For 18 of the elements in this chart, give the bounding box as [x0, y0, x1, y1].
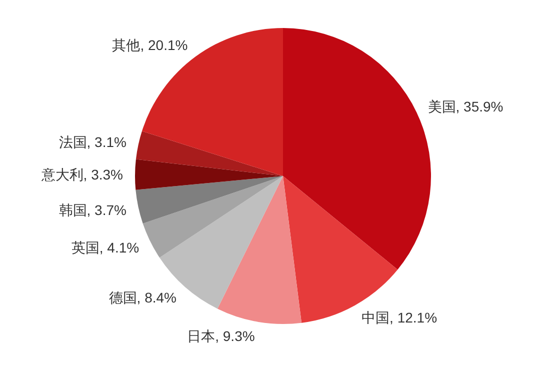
slice-label: 英国	[71, 239, 100, 256]
data-label: , 12.1%	[390, 310, 438, 326]
data-label: , 3.1%	[86, 134, 126, 150]
data-label: , 4.1%	[99, 239, 140, 256]
data-label: , 8.4%	[136, 290, 177, 306]
slice-label: 其他	[112, 37, 140, 54]
data-label: , 20.1%	[140, 37, 188, 54]
slice-label: 法国	[58, 134, 87, 150]
data-label: , 3.3%	[83, 166, 124, 182]
slice-label: 美国	[428, 98, 456, 115]
slice-label: 中国	[362, 310, 390, 326]
slice-label: 德国	[108, 290, 137, 306]
slice-label: 意大利	[40, 166, 84, 182]
data-label: , 9.3%	[215, 328, 255, 344]
slice-label: 日本	[187, 328, 216, 344]
data-label: , 3.7%	[86, 202, 126, 218]
slice-label: 韩国	[58, 202, 87, 218]
data-label: , 35.9%	[456, 98, 504, 115]
